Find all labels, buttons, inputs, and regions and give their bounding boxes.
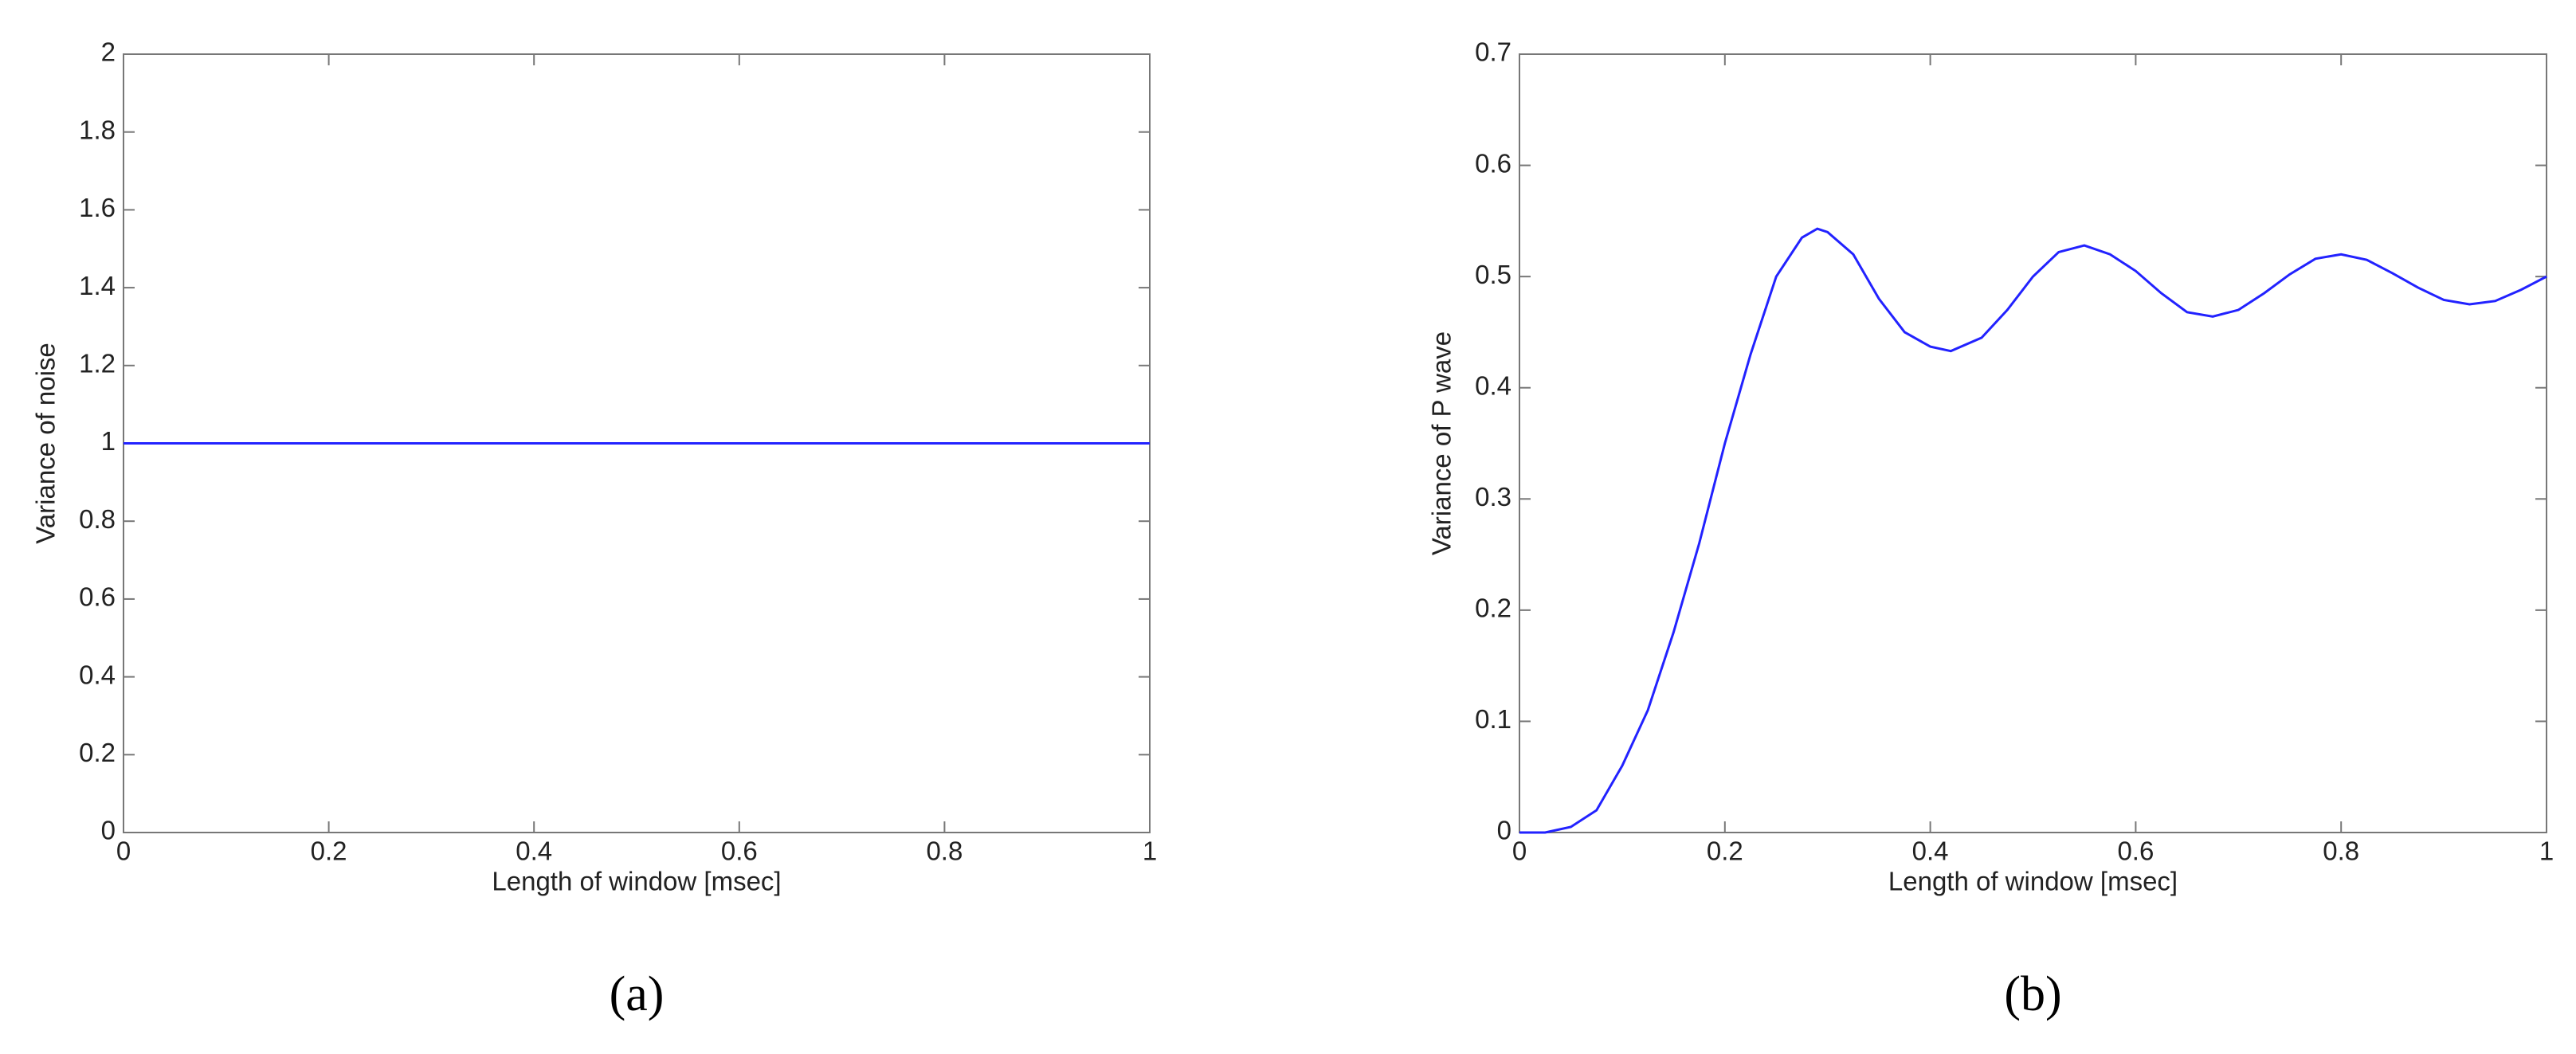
- x-tick-label: 0.8: [2323, 837, 2359, 866]
- caption: (a): [610, 967, 665, 1021]
- y-tick-label: 0.2: [79, 738, 116, 767]
- y-tick-label: 0.4: [79, 660, 116, 689]
- data-line: [1519, 227, 2547, 834]
- caption: (b): [2004, 967, 2061, 1021]
- y-axis-label: Variance of P wave: [1427, 331, 1457, 555]
- y-tick-label: 0.6: [79, 582, 116, 612]
- x-tick-label: 0.6: [2117, 837, 2154, 866]
- y-tick-label: 0: [1497, 816, 1511, 845]
- y-tick-label: 0.4: [1475, 370, 1511, 400]
- x-tick-label: 0: [116, 837, 131, 866]
- x-tick-label: 0.4: [1912, 837, 1949, 866]
- y-tick-label: 1.4: [79, 271, 116, 300]
- panel: 0 0.2 0.4 0.6 0.8 1 0 0.1 0.2 0.3 0.4 0.5 0.6 0.7 Leng…: [1427, 37, 2554, 1022]
- y-tick-label: 0.8: [79, 504, 116, 534]
- y-tick-label: 1: [101, 426, 116, 456]
- y-tick-label: 2: [101, 37, 116, 67]
- x-tick-label: 0.8: [926, 837, 963, 866]
- y-tick-label: 1.2: [79, 349, 116, 378]
- x-tick-label: 0.4: [516, 837, 552, 866]
- x-tick-label: 0: [1512, 837, 1527, 866]
- y-tick-label: 1.6: [79, 193, 116, 222]
- plot-frame: [1519, 53, 2547, 833]
- y-tick-label: 0.6: [1475, 148, 1511, 178]
- y-tick-label: 0.2: [1475, 594, 1511, 623]
- x-tick-label: 0.2: [1707, 837, 1743, 866]
- y-tick-label: 1.8: [79, 115, 116, 144]
- x-axis-label: Length of window [msec]: [492, 867, 781, 896]
- y-tick-label: 0.7: [1475, 37, 1511, 67]
- y-tick-label: 0.1: [1475, 704, 1511, 734]
- x-tick-label: 0.2: [311, 837, 347, 866]
- x-axis-label: Length of window [msec]: [1888, 867, 2178, 896]
- x-tick-label: 1: [1143, 837, 1157, 866]
- y-tick-label: 0.3: [1475, 482, 1511, 511]
- x-tick-label: 1: [2539, 837, 2554, 866]
- x-tick-label: 0.6: [721, 837, 758, 866]
- panel: 0 0.2 0.4 0.6 0.8 1 0 0.2 0.4 0.6 0.8 1 1.2 1.4 1.6 1.8…: [31, 37, 1157, 1022]
- y-tick-label: 0: [101, 816, 116, 845]
- y-tick-label: 0.5: [1475, 260, 1511, 289]
- y-axis-label: Variance of noise: [31, 343, 61, 544]
